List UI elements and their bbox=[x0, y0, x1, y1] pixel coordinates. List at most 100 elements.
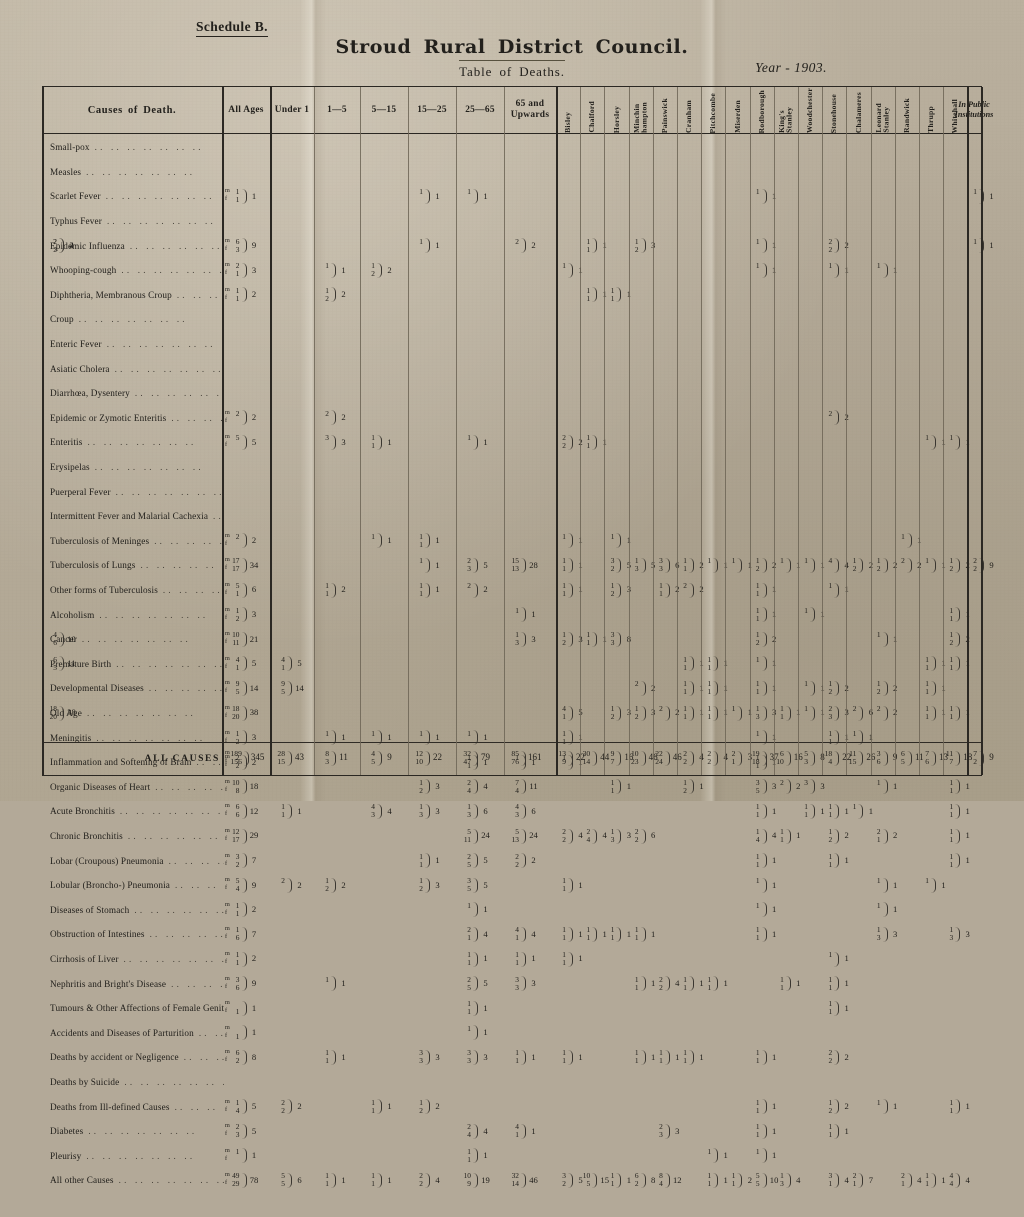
column-divider bbox=[604, 87, 606, 775]
brace bbox=[955, 705, 961, 721]
cell-total: 2 bbox=[341, 412, 346, 423]
row-label: Tuberculosis of Meninges .. .. .. .. .. … bbox=[50, 529, 224, 554]
table-row: Nephritis and Bright's Disease .. .. .. … bbox=[42, 971, 982, 996]
brace bbox=[616, 557, 622, 573]
cell-total: 1 bbox=[341, 264, 346, 275]
brace bbox=[244, 750, 249, 766]
brace bbox=[931, 434, 936, 450]
cause-name: Deaths from Ill-defined Causes bbox=[50, 1101, 170, 1112]
total-parish-16: 11718 bbox=[943, 743, 972, 773]
brace bbox=[810, 705, 815, 721]
brace bbox=[762, 1123, 767, 1139]
cell-total: 2 bbox=[251, 289, 257, 300]
sex-values: 1 bbox=[467, 187, 471, 197]
column-header-parish-bisley: Bisley bbox=[556, 87, 580, 133]
sex-values: 2 bbox=[467, 581, 471, 591]
row-label: Lobar (Croupous) Pneumonia .. .. .. .. .… bbox=[50, 848, 224, 873]
leader-dots: .. .. .. .. .. .. .. bbox=[129, 240, 224, 251]
sex-values: 12 17 bbox=[232, 827, 240, 845]
brace bbox=[473, 853, 478, 869]
cell-total: 5 bbox=[251, 1101, 257, 1112]
cell-p10: 11 bbox=[798, 701, 825, 726]
brace bbox=[473, 803, 478, 819]
cell-total: 1 bbox=[483, 732, 488, 743]
cell-total: 1 bbox=[699, 1051, 704, 1062]
cell-p4: 112 bbox=[653, 578, 679, 603]
row-label: Intermittent Fever and Malarial Cachexia… bbox=[50, 504, 224, 529]
cell-p15: 111 bbox=[919, 652, 946, 677]
sex-values: 11 7 bbox=[945, 749, 954, 766]
brace bbox=[810, 557, 815, 573]
cause-name: Organic Diseases of Heart bbox=[50, 781, 151, 792]
cell-total: 1 bbox=[341, 1174, 346, 1185]
cell-total: 2 bbox=[531, 240, 536, 251]
cause-name: Cirrhosis of Liver bbox=[50, 954, 119, 965]
cell-total: 2 bbox=[251, 535, 257, 546]
cause-name: Tumours & Other Affections of Female Gen… bbox=[50, 1003, 224, 1014]
brace bbox=[762, 803, 767, 819]
cell-value: 18 20 38 bbox=[48, 705, 77, 721]
cell-total: 4 bbox=[531, 928, 536, 939]
sex-values: 32 14 bbox=[511, 1171, 519, 1189]
brace bbox=[592, 287, 598, 303]
brace bbox=[979, 238, 984, 254]
brace bbox=[786, 750, 791, 766]
brace bbox=[834, 582, 840, 598]
brace bbox=[425, 750, 430, 766]
row-label: All other Causes .. .. .. .. .. .. .. bbox=[50, 1168, 224, 1193]
cell-value: 11 bbox=[751, 655, 780, 672]
leader-dots: .. .. .. .. .. .. .. bbox=[88, 1126, 198, 1137]
cell-total: 4 bbox=[483, 781, 488, 792]
cell-p8: 5 5 10 bbox=[750, 1168, 778, 1193]
brace bbox=[689, 705, 694, 721]
cell-p8: 11 bbox=[750, 652, 776, 677]
sex-values: 12 10 bbox=[415, 749, 423, 766]
leader-dots: .. .. .. .. .. .. .. bbox=[148, 683, 224, 694]
cell-total: 11 bbox=[67, 658, 76, 669]
column-header-age-3: 5—15 bbox=[371, 104, 397, 115]
brace bbox=[762, 902, 767, 918]
cause-name: Lobar (Croupous) Pneumonia bbox=[50, 855, 164, 866]
cell-0: 9 5 14 bbox=[270, 676, 314, 701]
brace bbox=[242, 1049, 247, 1065]
sex-values: 1 bbox=[755, 1146, 760, 1156]
brace bbox=[521, 631, 526, 647]
